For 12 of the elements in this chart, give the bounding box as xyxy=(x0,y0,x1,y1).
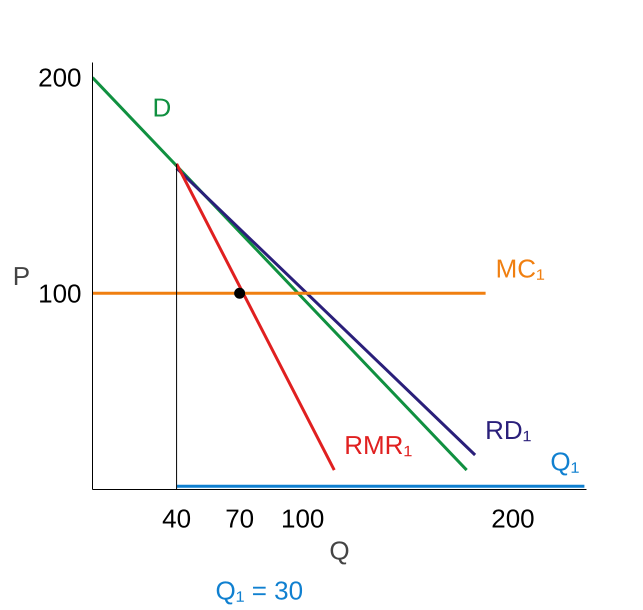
text: Q₁ = 30 xyxy=(216,576,304,606)
series-label: MC₁ xyxy=(496,253,546,284)
y-axis-title: P xyxy=(12,261,30,291)
series-label: Q₁ xyxy=(550,446,580,476)
series-label: RD₁ xyxy=(485,414,532,445)
series-label: RMR₁ xyxy=(344,430,412,460)
x-tick-label: 70 xyxy=(225,504,254,534)
x-tick-label: 200 xyxy=(491,504,535,534)
series-label: D xyxy=(152,92,172,123)
x-tick-label: 40 xyxy=(162,504,192,534)
x-axis-title: Q xyxy=(329,536,350,566)
x-tick-label: 100 xyxy=(281,504,324,534)
